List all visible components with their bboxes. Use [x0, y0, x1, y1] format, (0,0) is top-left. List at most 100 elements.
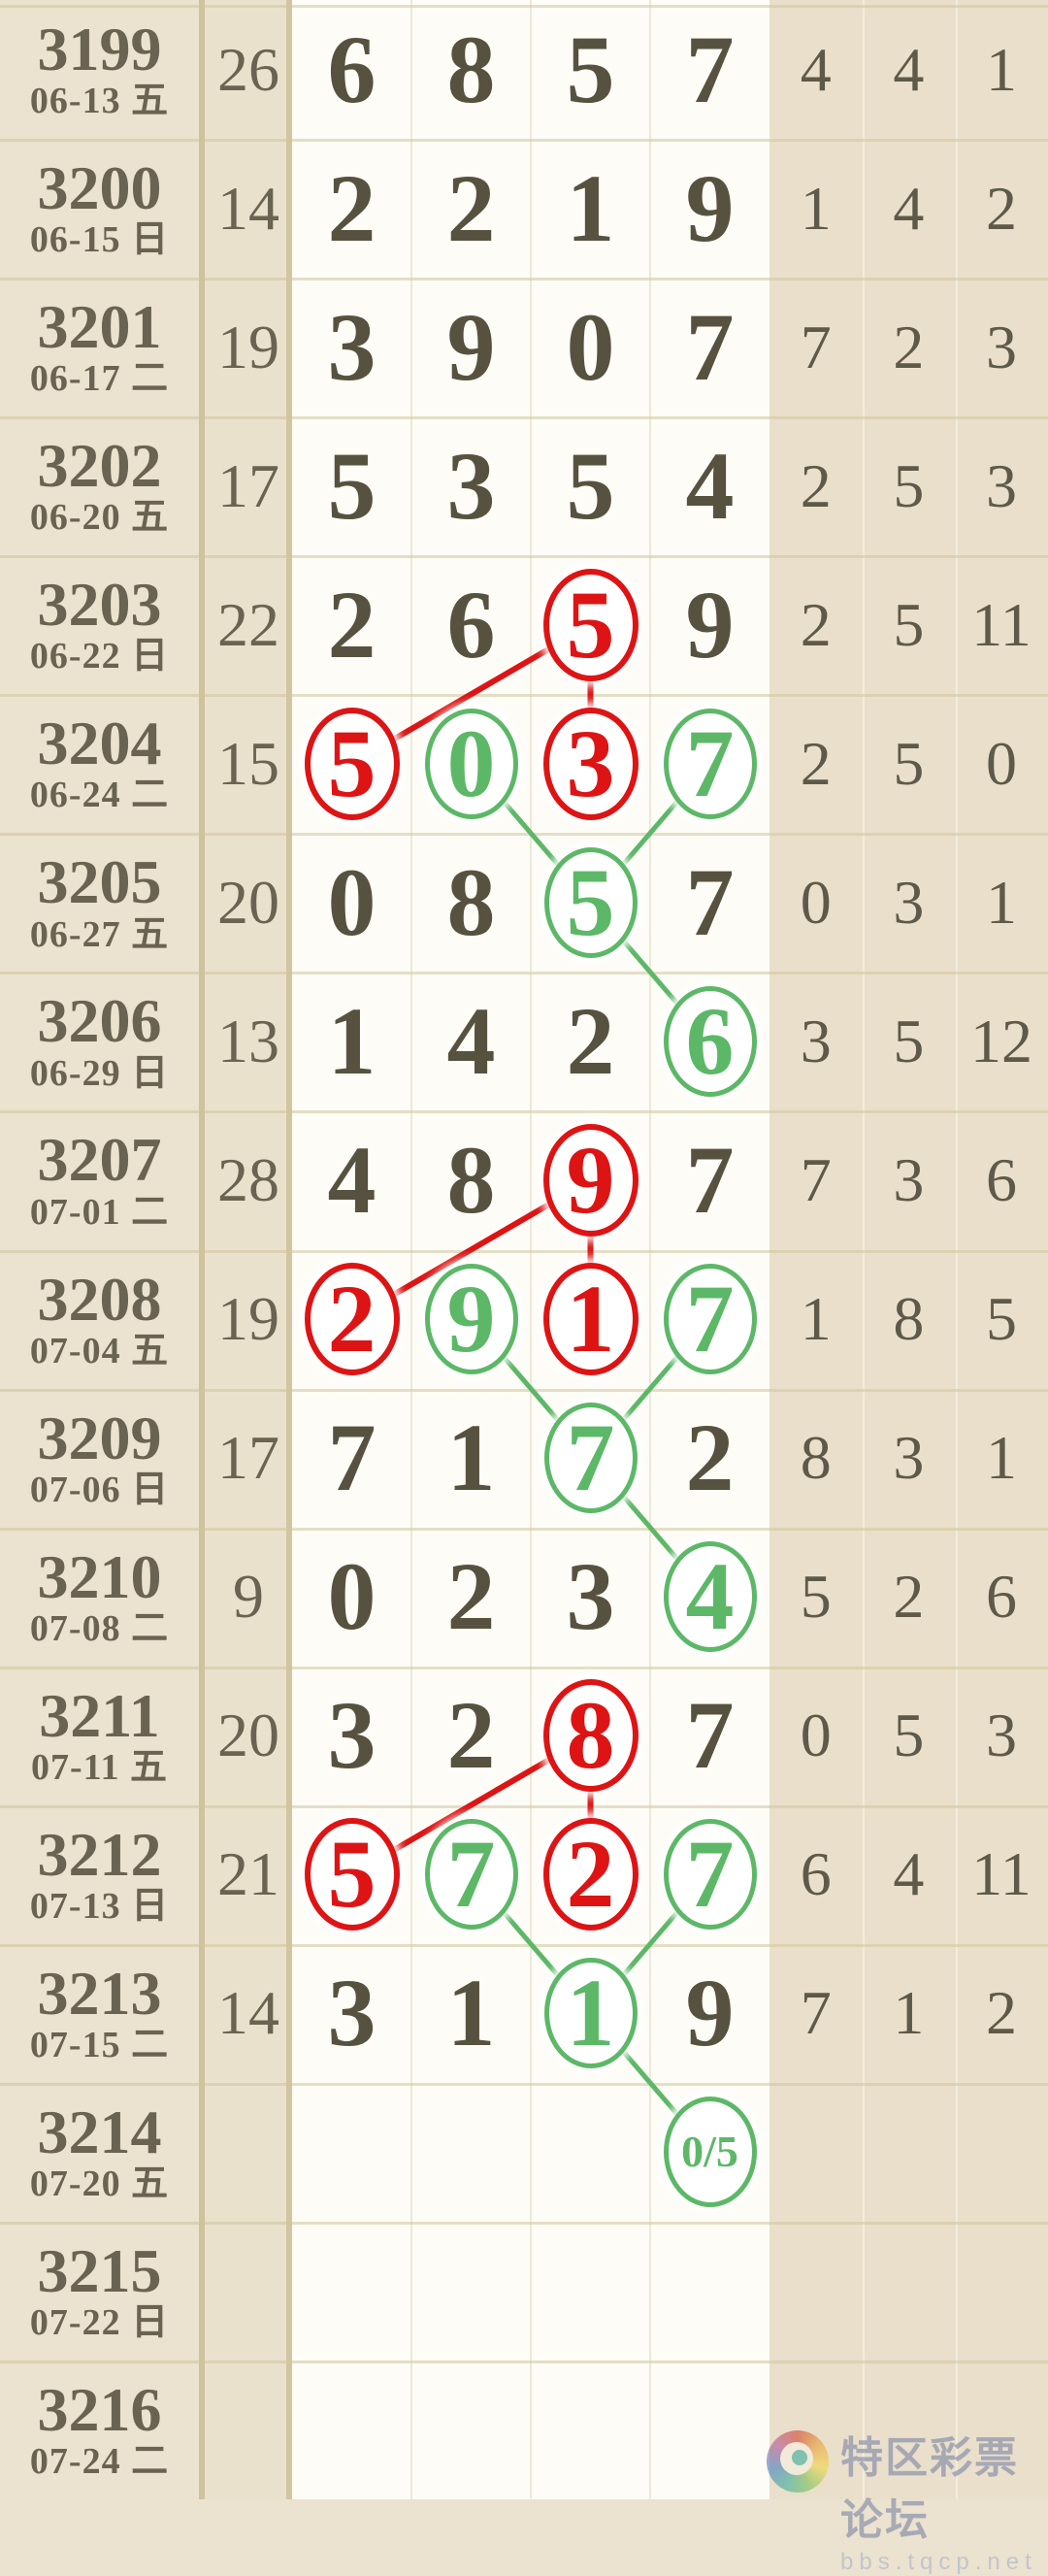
digit-cell: 1 — [446, 1404, 496, 1512]
digit-cell: 7 — [531, 1403, 650, 1514]
draw-date: 07-15 二 — [29, 2024, 170, 2065]
circled-digit-green: 7 — [424, 1819, 518, 1931]
stat-cell: 5 — [800, 1562, 832, 1632]
table-row: 3202 06-20 五 17 5 3 5 4 2 5 3 — [0, 416, 1048, 555]
period-cell: 3215 07-22 日 — [0, 2238, 199, 2344]
draw-date: 07-22 日 — [29, 2302, 170, 2344]
digit-cell: 5 — [566, 15, 615, 123]
stat-cell: 0 — [800, 1701, 832, 1770]
stat-cell: 5 — [893, 589, 925, 659]
stat-cell: 2 — [800, 728, 832, 798]
circled-digit-green: 7 — [663, 1819, 757, 1931]
digit-cell: 7 — [685, 292, 735, 401]
table-row: 3213 07-15 二 14 3 1 1 9 7 1 2 — [0, 1944, 1048, 2083]
row-border — [0, 1527, 1048, 1531]
sum-cell: 20 — [217, 1701, 279, 1770]
period-cell: 3204 06-24 二 — [0, 710, 199, 816]
sum-cell: 15 — [217, 728, 279, 798]
circled-digit-red: 2 — [542, 1818, 639, 1932]
stat-cell: 3 — [985, 312, 1017, 381]
digit-cell: 7 — [650, 1264, 770, 1375]
digit-cell: 6 — [446, 570, 496, 678]
stat-cell: 5 — [893, 728, 925, 798]
table-row: 3211 07-11 五 20 3 2 8 7 0 5 3 — [0, 1667, 1048, 1805]
draw-date: 07-24 二 — [29, 2441, 170, 2483]
draw-date: 07-08 二 — [29, 1607, 170, 1649]
stat-cell: 3 — [893, 1423, 925, 1493]
period-number: 3214 — [37, 2097, 162, 2166]
stat-cell: 5 — [985, 1284, 1017, 1354]
table-row: 3212 07-13 日 21 5 7 2 7 6 4 11 — [0, 1805, 1048, 1944]
stat-cell: 2 — [800, 450, 832, 520]
stat-cell: 1 — [800, 1284, 832, 1354]
digit-cell: 0 — [566, 292, 615, 401]
period-cell: 3203 06-22 日 — [0, 572, 199, 677]
stat-cell: 11 — [971, 1839, 1032, 1909]
circled-digit-red: 2 — [304, 1263, 400, 1376]
draw-date: 06-29 日 — [29, 1052, 170, 1094]
circled-digit-green: 9 — [424, 1264, 518, 1375]
draw-date: 07-06 日 — [29, 1469, 170, 1510]
digit-cell: 0/5 — [650, 2097, 770, 2208]
circled-digit-green: 0/5 — [663, 2097, 757, 2208]
digit-cell: 2 — [446, 153, 496, 262]
digit-cell: 9 — [685, 1959, 735, 2067]
stat-cell: 4 — [800, 34, 832, 104]
circled-digit-red: 5 — [542, 568, 639, 681]
watermark: 特区彩票论坛 bbs.tqcp.net — [747, 2423, 1048, 2576]
table-row: 3206 06-29 日 13 1 4 2 6 3 5 12 — [0, 972, 1048, 1110]
stat-cell: 2 — [893, 1562, 925, 1632]
digit-cell: 5 — [292, 707, 411, 820]
digit-cell: 2 — [566, 986, 615, 1095]
sum-cell: 9 — [233, 1562, 264, 1632]
digit-cell: 7 — [685, 847, 735, 956]
digit-cell: 7 — [650, 708, 770, 819]
period-cell: 3214 07-20 五 — [0, 2099, 199, 2205]
digit-cell: 1 — [446, 1959, 496, 2067]
period-cell: 3210 07-08 二 — [0, 1541, 199, 1650]
circled-digit-green: 1 — [543, 1958, 638, 2069]
circled-digit-green: 4 — [663, 1541, 757, 1653]
digit-cell: 2 — [531, 1818, 650, 1932]
period-number: 3210 — [37, 1541, 162, 1611]
table-row: 3201 06-17 二 19 3 9 0 7 7 2 3 — [0, 278, 1048, 416]
digit-cell: 7 — [650, 1819, 770, 1931]
stat-cell: 4 — [893, 34, 925, 104]
stat-cell: 2 — [985, 1978, 1017, 2048]
watermark-text: 特区彩票论坛 bbs.tqcp.net — [840, 2423, 1048, 2576]
period-number: 3216 — [37, 2374, 162, 2444]
table-row: 3208 07-04 五 19 2 9 1 7 1 8 5 — [0, 1250, 1048, 1389]
period-cell: 3207 07-01 二 — [0, 1127, 199, 1233]
stat-cell: 0 — [800, 867, 832, 937]
stat-cell: 2 — [800, 589, 832, 659]
watermark-site-url: bbs.tqcp.net — [840, 2549, 1037, 2575]
row-border — [0, 2221, 1048, 2225]
row-border — [0, 2360, 1048, 2363]
sum-cell: 28 — [217, 1144, 279, 1214]
circled-digit-red: 5 — [304, 1818, 400, 1932]
digit-value: 0/5 — [681, 2127, 738, 2177]
table-row: 3204 06-24 二 15 5 0 3 7 2 5 0 — [0, 694, 1048, 833]
digit-cell: 5 — [531, 846, 650, 958]
sum-cell: 17 — [217, 450, 279, 520]
digit-cell: 2 — [685, 1404, 735, 1512]
digit-cell: 1 — [531, 1958, 650, 2069]
circled-digit-red: 8 — [542, 1679, 639, 1793]
stat-cell: 8 — [800, 1423, 832, 1493]
draw-date: 07-01 二 — [29, 1191, 170, 1233]
stat-cell: 6 — [800, 1839, 832, 1909]
digit-cell: 6 — [327, 15, 377, 123]
digit-cell: 9 — [685, 570, 735, 678]
period-number: 3202 — [37, 431, 162, 501]
stat-cell: 4 — [893, 1839, 925, 1909]
stat-cell: 1 — [800, 173, 832, 243]
draw-date: 07-20 五 — [29, 2163, 170, 2205]
period-number: 3212 — [37, 1819, 162, 1889]
digit-cell: 1 — [531, 1263, 650, 1376]
digit-cell: 5 — [531, 568, 650, 681]
digit-cell: 4 — [327, 1125, 377, 1234]
row-border — [0, 1666, 1048, 1669]
draw-date: 07-13 日 — [29, 1885, 170, 1927]
sum-cell: 14 — [217, 1978, 279, 2048]
table-row: 3200 06-15 日 14 2 2 1 9 1 4 2 — [0, 139, 1048, 278]
